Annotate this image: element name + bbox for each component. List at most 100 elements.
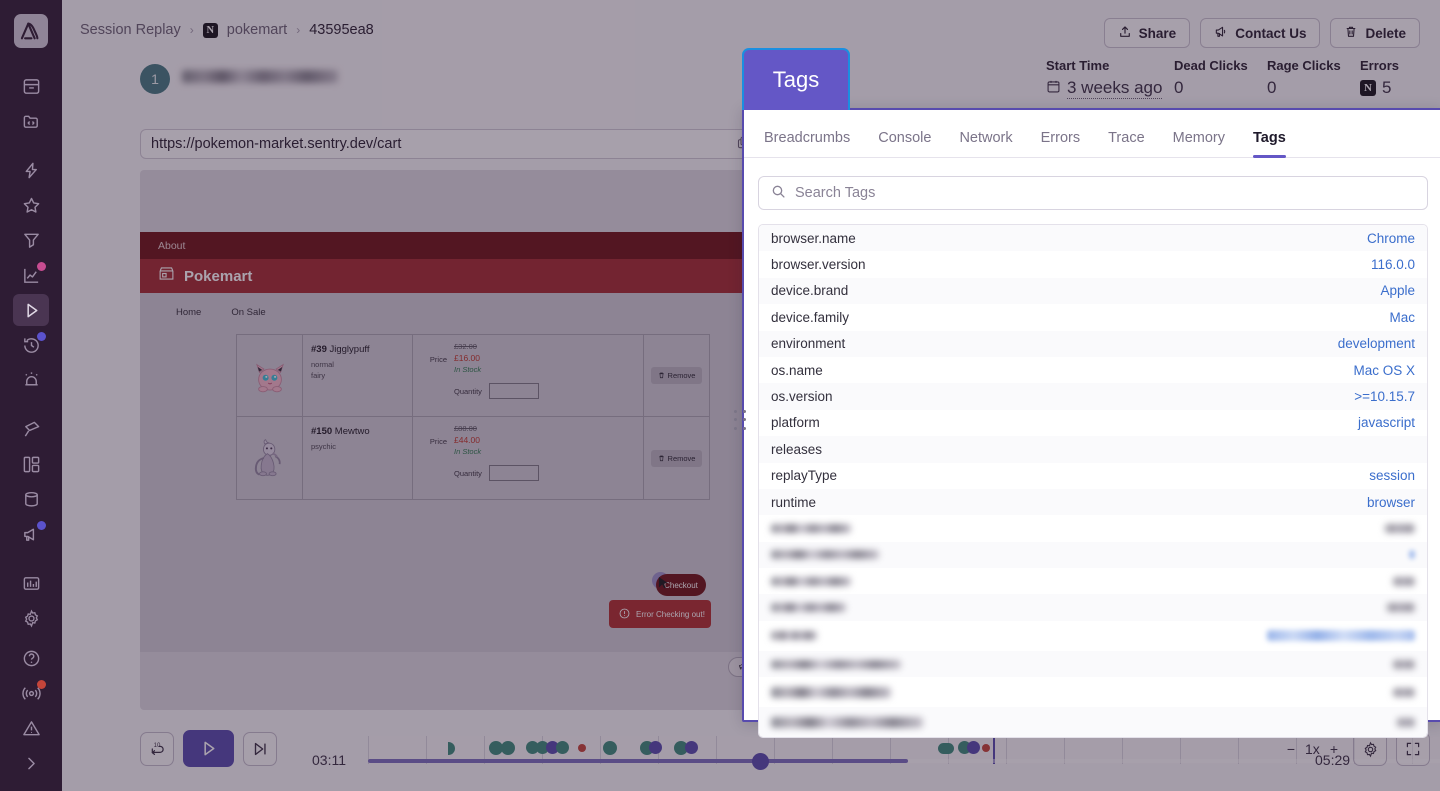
sidebar-item-projects[interactable] — [13, 105, 49, 137]
table-row-redacted[interactable] — [759, 594, 1427, 621]
cart-item-quantity-input[interactable] — [488, 383, 539, 399]
site-about-link[interactable]: About — [158, 239, 186, 252]
table-row-redacted[interactable] — [759, 650, 1427, 678]
sidebar-item-releases[interactable] — [13, 483, 49, 515]
table-row[interactable]: releases — [759, 436, 1427, 463]
remove-button[interactable]: Remove — [650, 367, 703, 384]
site-nav-onsale[interactable]: On Sale — [231, 307, 266, 318]
event-marker[interactable] — [526, 741, 539, 754]
event-marker[interactable] — [448, 742, 455, 755]
skip-next-button[interactable] — [243, 731, 277, 766]
tab-breadcrumbs[interactable]: Breadcrumbs — [764, 130, 851, 146]
table-row[interactable]: os.version >=10.15.7 — [759, 383, 1427, 410]
search-tags-field[interactable]: Search Tags — [758, 176, 1428, 210]
table-row[interactable]: environment development — [759, 330, 1427, 357]
event-marker[interactable] — [649, 741, 662, 754]
event-marker[interactable] — [556, 741, 569, 754]
panel-resize-handle[interactable] — [734, 410, 748, 432]
sentry-logo[interactable] — [14, 14, 48, 48]
replay-progress-track[interactable] — [368, 759, 1440, 763]
table-row[interactable]: device.brand Apple — [759, 277, 1427, 305]
cart-item-name: Mewtwo — [334, 426, 370, 437]
replay-url-bar[interactable]: https://pokemon-market.sentry.dev/cart — [140, 129, 762, 159]
sidebar-item-issues[interactable] — [13, 70, 49, 102]
tag-value[interactable]: Chrome — [1366, 230, 1415, 246]
tag-value[interactable]: browser — [1366, 494, 1415, 510]
sidebar-item-help[interactable] — [13, 642, 49, 674]
breadcrumb-root[interactable]: Session Replay — [80, 22, 181, 38]
table-row-redacted[interactable] — [759, 620, 1427, 651]
table-row[interactable]: device.family Mac — [759, 304, 1427, 331]
share-button[interactable]: Share — [1103, 18, 1191, 48]
tab-tags[interactable]: Tags — [1253, 130, 1286, 158]
sidebar-item-dashboards[interactable] — [13, 448, 49, 480]
event-marker[interactable] — [578, 744, 586, 752]
site-nav-home[interactable]: Home — [176, 307, 202, 318]
table-row-redacted[interactable] — [759, 568, 1427, 595]
sidebar-item-starred[interactable] — [13, 189, 49, 221]
tag-value[interactable]: javascript — [1357, 415, 1415, 431]
sidebar-item-insights[interactable] — [13, 259, 49, 291]
table-row-redacted[interactable] — [759, 707, 1427, 738]
replay-progress-knob[interactable] — [752, 753, 769, 770]
table-row[interactable]: browser.version 116.0.0 — [759, 251, 1427, 278]
sidebar-item-crons[interactable] — [13, 224, 49, 256]
event-marker[interactable] — [489, 741, 503, 755]
table-row[interactable]: runtime browser — [759, 488, 1427, 516]
sidebar-item-whats-new[interactable] — [13, 677, 49, 709]
sidebar-item-performance[interactable] — [13, 154, 49, 186]
tag-value[interactable]: session — [1369, 468, 1415, 484]
metric-start-time-value[interactable]: 3 weeks ago — [1067, 78, 1163, 99]
tab-memory[interactable]: Memory — [1172, 130, 1226, 146]
tab-trace[interactable]: Trace — [1108, 130, 1145, 146]
table-row[interactable]: browser.name Chrome — [759, 225, 1427, 252]
table-row-redacted[interactable] — [759, 515, 1427, 542]
play-button[interactable] — [183, 730, 234, 767]
event-marker[interactable] — [685, 741, 698, 754]
event-marker[interactable] — [938, 743, 954, 754]
remove-button[interactable]: Remove — [650, 449, 703, 467]
event-marker[interactable] — [982, 744, 990, 752]
sidebar-item-alerts[interactable] — [13, 364, 49, 396]
rewind-10-button[interactable]: 10 — [140, 731, 174, 766]
contact-us-button[interactable]: Contact Us — [1200, 18, 1321, 48]
table-row-redacted[interactable] — [759, 677, 1427, 708]
tag-value[interactable]: Apple — [1380, 283, 1415, 299]
tag-value[interactable]: >=10.15.7 — [1354, 389, 1415, 405]
tag-value[interactable]: Mac OS X — [1353, 362, 1415, 378]
breadcrumb-project[interactable]: pokemart — [226, 22, 288, 38]
cart-item-quantity-input[interactable] — [488, 465, 539, 481]
speed-decrease-button[interactable]: − — [1286, 741, 1296, 757]
sidebar-expand-button[interactable] — [13, 747, 49, 779]
event-marker[interactable] — [674, 741, 688, 755]
table-row[interactable]: replayType session — [759, 462, 1427, 489]
event-marker[interactable] — [967, 741, 980, 754]
sidebar-item-history[interactable] — [13, 329, 49, 361]
tag-value[interactable]: development — [1337, 336, 1415, 352]
speed-increase-button[interactable]: + — [1329, 741, 1338, 757]
event-marker[interactable] — [536, 741, 549, 754]
sidebar-item-discover[interactable] — [13, 413, 49, 445]
checkout-button[interactable]: Checkout — [656, 574, 706, 596]
sidebar-item-service-status[interactable] — [13, 712, 49, 744]
table-row[interactable]: os.name Mac OS X — [759, 356, 1427, 384]
delete-button[interactable]: Delete — [1330, 18, 1420, 48]
tab-console[interactable]: Console — [878, 130, 932, 146]
tag-key: device.family — [771, 309, 850, 325]
event-marker[interactable] — [546, 741, 559, 754]
metric-errors-value: 5 — [1382, 78, 1392, 97]
table-row[interactable]: platform javascript — [759, 409, 1427, 437]
tag-value[interactable]: 116.0.0 — [1370, 257, 1415, 273]
sidebar-item-replays[interactable] — [13, 294, 49, 326]
tab-errors[interactable]: Errors — [1040, 130, 1081, 146]
event-marker[interactable] — [603, 741, 617, 755]
breadcrumb-separator-1: › — [189, 23, 194, 37]
tag-key: os.name — [771, 362, 823, 378]
event-marker[interactable] — [501, 741, 515, 755]
tab-network[interactable]: Network — [959, 130, 1013, 146]
sidebar-item-settings[interactable] — [13, 602, 49, 634]
sidebar-item-stats[interactable] — [13, 567, 49, 599]
tag-value[interactable]: Mac — [1389, 309, 1415, 325]
sidebar-item-feedback[interactable] — [13, 518, 49, 550]
table-row-redacted[interactable] — [759, 541, 1427, 569]
